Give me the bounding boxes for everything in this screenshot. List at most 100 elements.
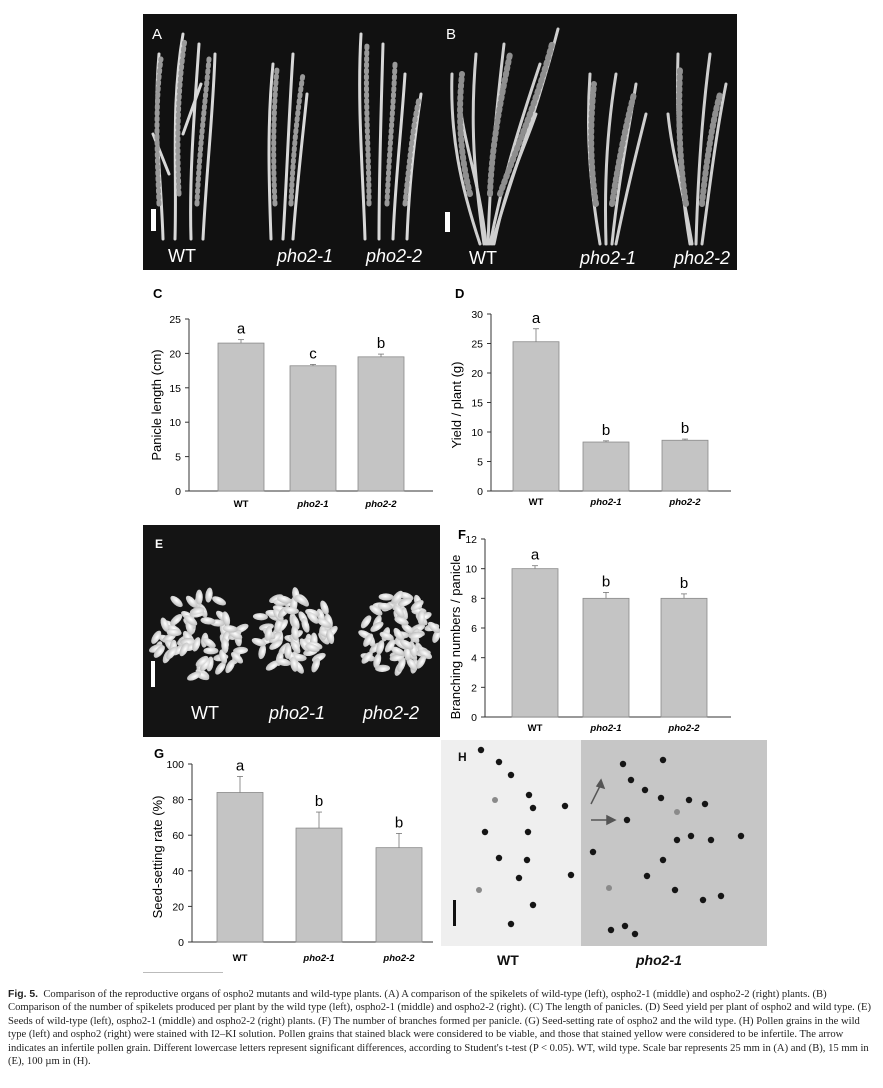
panel-letter-c: C (153, 286, 163, 301)
seed (361, 651, 373, 664)
pollen-grain (529, 804, 537, 812)
label-pho2-2: pho2-2 (363, 703, 420, 723)
seed (212, 596, 227, 606)
scale-bar (151, 661, 155, 687)
pollen-grain (525, 791, 533, 799)
seed (394, 616, 409, 626)
panel-b-photo: B WT pho2-1 pho2-2 (440, 14, 737, 270)
seed (179, 642, 189, 657)
label-wt: WT (469, 248, 497, 268)
y-tick-label: 15 (169, 383, 181, 395)
seed (251, 637, 267, 647)
chart-c: C Panicle length (cm) 0 5 10 15 20 25 a WT c pho2… (143, 283, 440, 515)
seed (265, 660, 280, 671)
seed (291, 625, 299, 641)
chart-f-svg: F Branching numbers / panicle 0 2 4 6 8 10 12 a… (448, 527, 731, 734)
seed (408, 631, 424, 640)
seed (418, 649, 433, 660)
seed (205, 587, 213, 603)
seed (390, 646, 405, 656)
seed (153, 645, 165, 658)
bar (216, 792, 264, 943)
chart-f: F Branching numbers / panicle 0 2 4 6 8 10 12 a… (441, 525, 737, 737)
pollen-grain (621, 922, 629, 930)
bar (511, 568, 559, 718)
seed (231, 652, 244, 664)
y-tick-label: 5 (477, 457, 483, 469)
seed (233, 646, 249, 655)
pollen-grain (685, 796, 693, 804)
category-label: pho2-1 (296, 499, 328, 510)
seed (290, 657, 298, 672)
seed (377, 602, 393, 611)
seed (301, 618, 310, 633)
seed (221, 638, 229, 654)
figure-caption: Fig. 5. Comparison of the reproductive o… (8, 988, 874, 1068)
arrow-icon (590, 778, 617, 826)
chart-g-svg: G Seed-setting rate (%) 0 20 40 60 80 100 a WT b… (150, 746, 433, 964)
category-label: pho2-2 (382, 953, 415, 964)
seed (274, 617, 283, 633)
chart-g: G Seed-setting rate (%) 0 20 40 60 80 100 a WT b… (143, 742, 440, 972)
y-tick-label: 10 (169, 417, 181, 429)
pollen-grain (659, 756, 667, 764)
panel-letter-d: D (455, 286, 464, 301)
label-wt: WT (191, 703, 219, 723)
seed (195, 655, 209, 667)
scale-bar (151, 209, 156, 231)
seed (269, 639, 283, 650)
significance-letter: a (237, 321, 246, 338)
seed (166, 646, 177, 660)
pollen-grain (495, 854, 503, 862)
bar (357, 356, 405, 492)
pollen-grain (523, 856, 531, 864)
bar (660, 597, 708, 718)
panel-letter-g: G (154, 746, 164, 761)
significance-letter: b (602, 422, 610, 439)
category-label: WT (528, 723, 543, 734)
category-label: pho2-2 (364, 499, 397, 510)
seed (277, 595, 292, 604)
scale-bar (445, 212, 450, 232)
y-tick-label: 60 (172, 830, 184, 842)
seed (376, 640, 385, 655)
seed (185, 595, 198, 608)
y-axis-label: Branching numbers / panicle (448, 555, 463, 720)
pollen-grain (495, 758, 503, 766)
significance-letter: b (395, 814, 403, 831)
pollen-grain (524, 828, 532, 836)
y-tick-label: 10 (471, 427, 483, 439)
seed (222, 625, 238, 633)
significance-letter: a (532, 310, 541, 327)
y-tick-label: 6 (471, 623, 477, 635)
caption-label: Fig. 5. (8, 989, 39, 1000)
y-axis-label: Panicle length (cm) (149, 349, 164, 460)
seed (284, 643, 292, 659)
y-axis-label: Seed-setting rate (%) (150, 796, 165, 919)
seeds-image (149, 587, 440, 687)
pollen-grain (631, 930, 639, 938)
significance-letter: b (680, 575, 688, 592)
seed (170, 614, 183, 626)
seed (384, 639, 396, 653)
seed (200, 617, 216, 625)
seed (401, 623, 415, 635)
seed (417, 610, 425, 626)
pollen-grain (671, 886, 679, 894)
pollen-grain (699, 896, 707, 904)
chart-d: D Yield / plant (g) 0 5 10 15 20 25 30 a WT b pho2… (441, 283, 737, 515)
chart-d-svg: D Yield / plant (g) 0 5 10 15 20 25 30 a WT b pho2… (449, 286, 731, 508)
seed (320, 600, 329, 615)
seed (427, 621, 440, 634)
category-label: WT (234, 499, 249, 510)
panel-letter-b: B (446, 26, 457, 43)
seed (187, 671, 201, 681)
significance-letter: b (377, 335, 385, 352)
significance-letter: b (602, 573, 610, 590)
bar (512, 341, 560, 492)
seed (393, 627, 404, 642)
seed (403, 645, 411, 661)
y-tick-label: 25 (471, 339, 483, 351)
panel-letter-h: H (458, 750, 467, 764)
label-pho2-1: pho2-1 (277, 246, 334, 266)
